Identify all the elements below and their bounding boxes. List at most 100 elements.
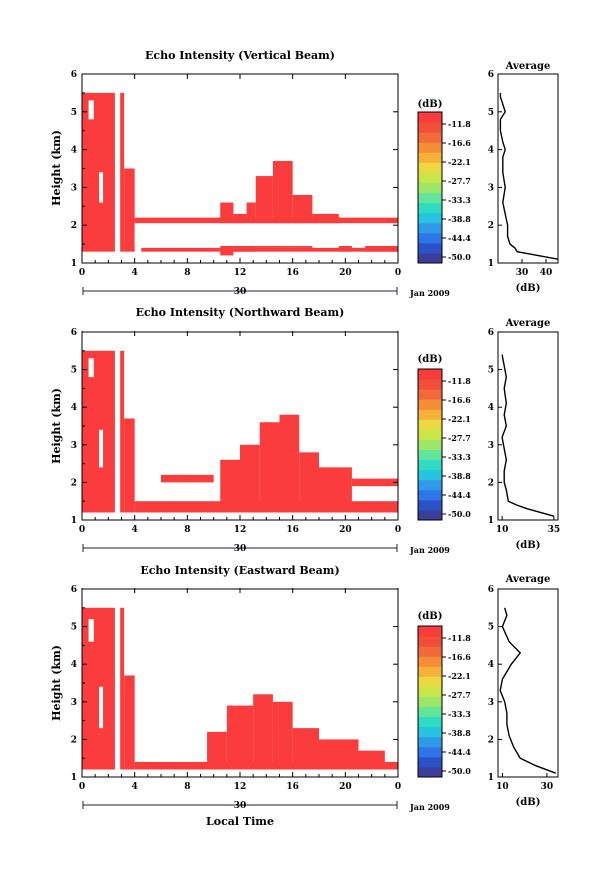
echo-region — [124, 418, 135, 513]
colorbar-swatch — [418, 459, 442, 471]
echo-region — [292, 728, 319, 766]
no-echo-gap — [88, 100, 94, 120]
no-echo-gap — [88, 358, 94, 378]
heatmap-plot-area — [82, 92, 398, 256]
colorbar-swatch — [418, 162, 442, 173]
colorbar-swatch — [418, 242, 442, 254]
colorbar-swatch — [418, 222, 442, 234]
echo-region — [82, 607, 115, 770]
colorbar-swatch — [418, 716, 442, 728]
panel-title: Echo Intensity (Vertical Beam) — [145, 49, 335, 62]
panel-title: Echo Intensity (Eastward Beam) — [140, 564, 339, 577]
panel-northward-beam: Echo Intensity (Northward Beam) Height (… — [50, 306, 560, 555]
panel-title: Echo Intensity (Northward Beam) — [136, 306, 345, 319]
colorbar-swatch — [418, 489, 442, 501]
profile-x-tick-label: 40 — [540, 268, 553, 278]
profile-y-tick-label: 3 — [488, 183, 494, 193]
y-tick-label: 3 — [71, 441, 77, 451]
profile-frame — [497, 588, 559, 778]
colorbar-tick-label: -38.8 — [448, 728, 471, 738]
colorbar-swatch — [418, 232, 442, 244]
no-echo-gap — [99, 429, 104, 468]
date-bar: 30 Jan 2009 — [82, 287, 450, 298]
profile-y-tick-label: 5 — [488, 366, 494, 376]
profile-y-tick-label: 6 — [488, 328, 494, 338]
colorbar-swatch — [418, 379, 442, 390]
echo-region — [259, 422, 280, 509]
colorbar-unit-label: (dB) — [418, 99, 443, 110]
profile-y-tick-label: 4 — [488, 146, 494, 156]
echo-region — [124, 675, 135, 770]
date-day-label: 30 — [234, 801, 247, 811]
x-tick-label: 16 — [286, 268, 299, 278]
profile-x-tick-label: 10 — [496, 782, 509, 792]
y-tick-labels: 1 2 3 4 5 6 — [71, 328, 398, 526]
colorbar-tick-label: -11.8 — [448, 633, 471, 643]
echo-region — [272, 701, 293, 766]
y-tick-label: 5 — [71, 108, 77, 118]
colorbar-tick-label: -16.6 — [448, 138, 471, 148]
colorbar-swatch — [418, 152, 442, 163]
profile-y-tick-label: 4 — [488, 660, 494, 670]
colorbar-tick-label: -27.7 — [448, 690, 471, 700]
echo-region — [220, 459, 240, 505]
colorbar-swatch — [418, 439, 442, 451]
colorbar-unit-label: (dB) — [418, 611, 443, 622]
profile-title: Average — [505, 61, 551, 72]
colorbar-tick-label: -44.4 — [448, 747, 471, 757]
x-tick-label: 8 — [184, 525, 190, 535]
echo-region — [120, 607, 125, 770]
colorbar-tick-label: -16.6 — [448, 395, 471, 405]
profile-line — [499, 92, 559, 260]
y-tick-label: 5 — [71, 366, 77, 376]
colorbar-swatch — [418, 389, 442, 400]
y-tick-label: 3 — [71, 698, 77, 708]
profile-title: Average — [505, 318, 551, 329]
colorbar-tick-label: -16.6 — [448, 652, 471, 662]
profile-xlabel: (dB) — [516, 540, 541, 551]
colorbar-tick-label: -22.1 — [448, 157, 471, 167]
colorbar-swatch — [418, 192, 442, 204]
y-axis-label: Height (km) — [50, 388, 63, 464]
x-tick-label: 0 — [395, 782, 401, 792]
profile-y-tick-label: 2 — [488, 221, 494, 231]
colorbar-tick-label: -44.4 — [448, 490, 471, 500]
colorbar-swatch — [418, 646, 442, 657]
colorbar: -11.8 -16.6 -22.1 -27.7 -33.3 -38.8 -44.4 -50.0 — [417, 111, 471, 264]
profile-x-tick-label: 30 — [516, 268, 529, 278]
x-tick-label: 8 — [184, 782, 190, 792]
average-profile: 1 2 3 4 5 6 10 35 — [488, 328, 560, 535]
profile-y-tick-label: 2 — [488, 735, 494, 745]
colorbar-frame — [417, 368, 443, 521]
echo-region — [279, 414, 300, 509]
profile-xlabel: (dB) — [516, 283, 541, 294]
y-tick-label: 6 — [71, 70, 77, 80]
profile-y-tick-label: 1 — [488, 516, 494, 526]
x-tick-label: 16 — [286, 525, 299, 535]
profile-xlabel: (dB) — [516, 797, 541, 808]
y-axis-label: Height (km) — [50, 130, 63, 206]
colorbar-tick-label: -27.7 — [448, 433, 471, 443]
colorbar-swatch — [418, 142, 442, 153]
profile-title: Average — [505, 574, 551, 585]
profile-y-tick-label: 5 — [488, 108, 494, 118]
echo-region — [319, 739, 359, 766]
colorbar-swatch — [418, 112, 442, 123]
echo-region — [226, 705, 254, 766]
profile-x-tick-label: 10 — [496, 525, 509, 535]
colorbar-tick-label: -27.7 — [448, 176, 471, 186]
y-tick-label: 2 — [71, 735, 77, 745]
echo-region — [161, 474, 214, 483]
colorbar-swatch — [418, 449, 442, 461]
echo-region — [240, 444, 260, 509]
colorbar-swatch — [418, 726, 442, 738]
no-echo-gap — [99, 686, 104, 729]
profile-line — [501, 354, 555, 517]
y-tick-labels: 1 2 3 4 5 6 — [71, 585, 398, 783]
profile-y-tick-label: 4 — [488, 403, 494, 413]
colorbar-tick-label: -22.1 — [448, 414, 471, 424]
x-tick-label: 20 — [339, 525, 352, 535]
colorbar-swatch — [418, 419, 442, 430]
colorbar-swatch — [418, 676, 442, 687]
